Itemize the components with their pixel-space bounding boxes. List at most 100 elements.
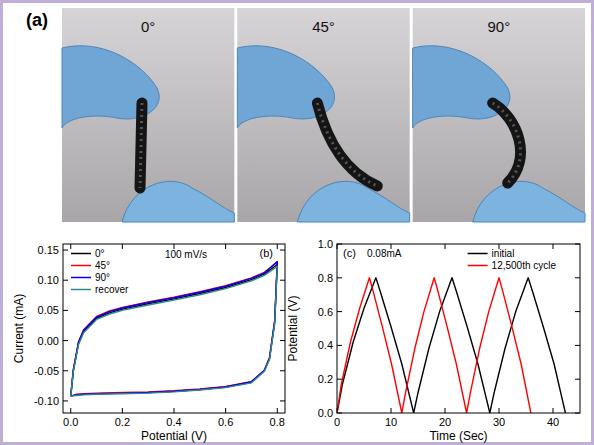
y-tick-label: 0.4 [318, 339, 333, 351]
y-axis-title: Potential (V) [286, 295, 300, 361]
x-tick-label: 30 [493, 416, 505, 428]
series-line [71, 262, 278, 396]
photo: 0° [62, 8, 234, 222]
x-tick [225, 244, 226, 249]
y-tick [575, 379, 580, 380]
legend-label: recover [95, 284, 129, 295]
y-tick [280, 370, 285, 371]
y-tick-label: -0.10 [34, 395, 59, 407]
y-tick [63, 310, 68, 311]
cable [493, 103, 521, 183]
y-tick [280, 280, 285, 281]
annotation: 0.08mA [367, 248, 402, 259]
data-group [71, 262, 278, 397]
data-group [337, 278, 565, 413]
y-tick [280, 310, 285, 311]
x-tick [122, 408, 123, 413]
glove [413, 46, 510, 128]
x-tick-label: 40 [547, 416, 559, 428]
y-tick-label: -0.05 [34, 365, 59, 377]
figure-frame [2, 2, 593, 444]
series-line [337, 278, 531, 413]
photo-label: 90° [487, 18, 510, 35]
y-tick [337, 311, 342, 312]
x-tick-label: 0.8 [270, 416, 285, 428]
y-tick-label: 0.15 [38, 244, 59, 256]
legend-swatch [71, 253, 91, 255]
figure: (a)0°45°90°0.00.20.40.60.8-0.10-0.050.00… [0, 0, 594, 445]
y-tick [575, 311, 580, 312]
x-tick [70, 408, 71, 413]
y-tick-label: 0.05 [38, 304, 59, 316]
plot-area [63, 244, 285, 413]
legend-swatch [71, 265, 91, 267]
photo-label: 45° [312, 18, 335, 35]
x-tick-label: 0.0 [63, 416, 78, 428]
y-tick [337, 277, 342, 278]
photo-background [62, 8, 234, 222]
x-tick [499, 408, 500, 413]
y-tick-label: 0.8 [318, 272, 333, 284]
panel-label: (c) [343, 247, 356, 259]
legend-label: 90° [95, 272, 110, 283]
x-tick [553, 408, 554, 413]
legend-label: initial [492, 248, 515, 259]
x-tick [445, 408, 446, 413]
cable-texture [317, 103, 377, 186]
y-tick [63, 370, 68, 371]
x-axis-title: Potential (V) [141, 429, 207, 443]
legend-label: 45° [95, 260, 110, 271]
x-tick [553, 244, 554, 249]
cable-texture [140, 103, 142, 188]
x-tick [70, 244, 71, 249]
y-axis-title: Current (mA) [12, 294, 26, 363]
y-tick [280, 340, 285, 341]
plot-area [337, 244, 580, 413]
y-tick [63, 400, 68, 401]
legend-swatch [71, 277, 91, 279]
series-line [71, 265, 278, 397]
x-tick [174, 408, 175, 413]
y-tick [575, 277, 580, 278]
y-tick [280, 400, 285, 401]
x-tick-label: 0.4 [166, 416, 181, 428]
cable [140, 103, 142, 188]
y-tick-label: 0.00 [38, 335, 59, 347]
plot-frame [337, 244, 580, 413]
y-tick [337, 345, 342, 346]
y-tick [63, 340, 68, 341]
series-line [337, 278, 565, 413]
x-tick-label: 10 [385, 416, 397, 428]
legend-swatch [468, 265, 488, 267]
x-tick [277, 244, 278, 249]
x-tick-label: 0.2 [115, 416, 130, 428]
photo-label: 0° [141, 18, 155, 35]
x-tick [225, 408, 226, 413]
legend-swatch [468, 253, 488, 255]
chart: 0102030400.00.20.40.60.81.0Time (Sec)Pot… [286, 238, 580, 443]
x-tick [445, 244, 446, 249]
x-tick-label: 0.6 [218, 416, 233, 428]
legend-label: 12,500th cycle [492, 260, 557, 271]
y-tick [575, 345, 580, 346]
x-axis-title: Time (Sec) [429, 429, 487, 443]
glove [473, 181, 585, 222]
series-line [71, 266, 278, 396]
y-tick-label: 0.6 [318, 306, 333, 318]
y-tick-label: 0.0 [318, 407, 333, 419]
y-tick-label: 1.0 [318, 238, 333, 250]
y-tick-label: 0.2 [318, 373, 333, 385]
y-tick-label: 0.10 [38, 274, 59, 286]
y-tick [63, 280, 68, 281]
cable-texture [493, 103, 521, 183]
y-tick [337, 379, 342, 380]
x-tick [277, 408, 278, 413]
cable [317, 103, 377, 186]
legend-label: 0° [95, 248, 105, 259]
panel-label: (a) [26, 10, 48, 30]
panel-label: (b) [260, 247, 273, 259]
x-tick-label: 0 [334, 416, 340, 428]
legend-swatch [71, 289, 91, 291]
y-tick [63, 250, 68, 251]
photo: 90° [413, 8, 585, 222]
